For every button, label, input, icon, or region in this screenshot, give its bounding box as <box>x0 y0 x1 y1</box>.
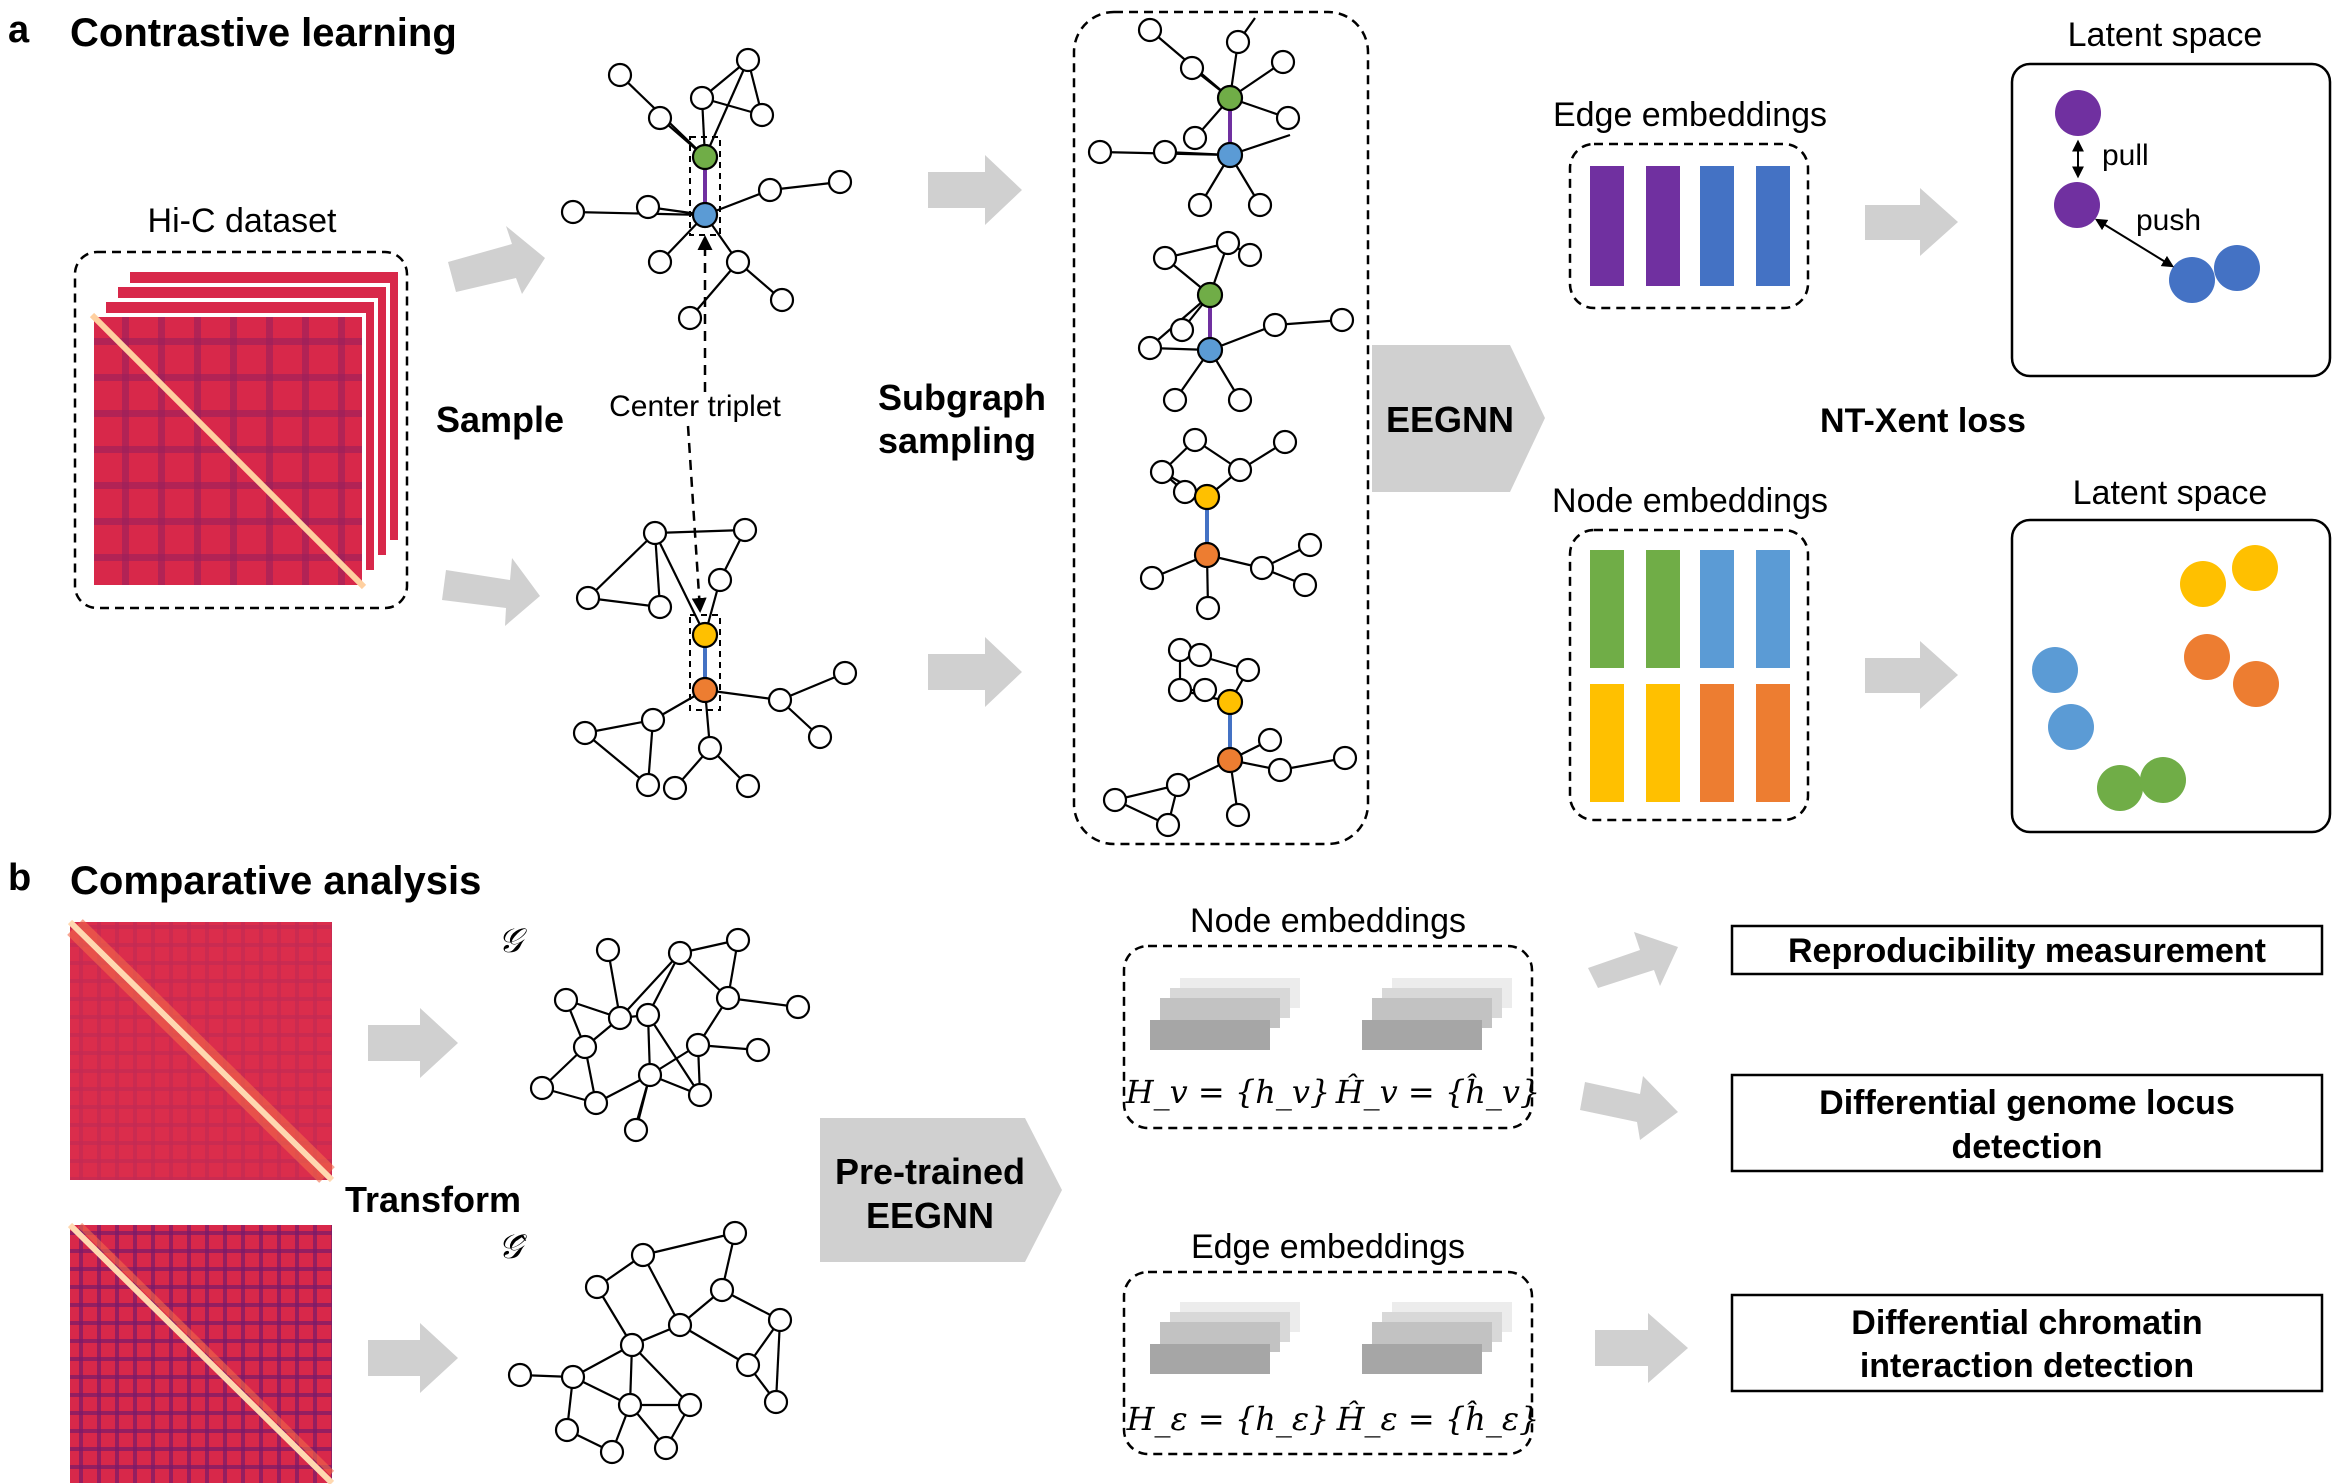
locus-label-line2: detection <box>1951 1128 2102 1166</box>
eegnn-label: EEGNN <box>1386 399 1514 440</box>
edge-emb-bars-a <box>1590 166 1790 286</box>
node-emb-box-b <box>1122 944 1534 1130</box>
transform-arrow-top <box>368 1008 458 1078</box>
hic-dataset-box <box>73 250 409 610</box>
interaction-label-line2: interaction detection <box>1860 1347 2194 1385</box>
edge-emb-stack-left <box>1150 1302 1300 1374</box>
edge-emb-label-b: Edge embeddings <box>1191 1228 1465 1266</box>
sample-arrow-top <box>448 226 545 294</box>
transform-arrow-bottom <box>368 1323 458 1393</box>
heatmap-bottom <box>67 1222 335 1484</box>
latent-top-label: Latent space <box>2068 16 2263 54</box>
graph-g <box>529 927 811 1143</box>
panel-a-letter: a <box>8 9 30 51</box>
pull-label: pull <box>2102 139 2149 172</box>
node-emb-bars-a <box>1590 550 1790 802</box>
graph-g-hat <box>507 1220 793 1465</box>
bottom-center-triplet-box <box>689 614 721 711</box>
subgraph-1 <box>1087 17 1301 218</box>
latent-arrow-bottom <box>1865 641 1958 709</box>
pretrained-eegnn-arrow <box>820 1118 1062 1262</box>
subgraph-arrow-bottom <box>928 637 1022 707</box>
latent-bottom-label: Latent space <box>2073 474 2268 512</box>
edge-emb-stack-right <box>1362 1302 1512 1374</box>
subgraph-label-line1: Subgraph <box>878 377 1046 418</box>
panel-b-title: Comparative analysis <box>70 859 481 903</box>
subgraph-container <box>1072 10 1370 846</box>
output-arrow-interaction <box>1595 1313 1688 1383</box>
transform-label: Transform <box>345 1179 521 1220</box>
hic-dataset-label: Hi-C dataset <box>148 202 338 240</box>
center-triplet-label: Center triplet <box>609 390 781 423</box>
edge-emb-label-a: Edge embeddings <box>1553 96 1827 134</box>
he-hat-formula: Ĥ_ε = {ĥ_ε} <box>1336 1400 1540 1438</box>
subgraph-3 <box>1139 427 1323 621</box>
reproducibility-box <box>1730 924 2324 976</box>
sample-arrow-bottom <box>442 558 540 626</box>
locus-label-line1: Differential genome locus <box>1819 1084 2235 1122</box>
top-sample-graph <box>560 47 853 331</box>
node-emb-box-a <box>1568 528 1810 822</box>
node-emb-label-b: Node embeddings <box>1190 902 1466 940</box>
hic-dataset-stack <box>89 268 402 590</box>
center-triplet-connector-bottom <box>686 425 707 613</box>
bottom-sample-graph <box>572 517 858 801</box>
pretrained-label-line1: Pre-trained <box>835 1151 1025 1192</box>
panel-a-title: Contrastive learning <box>70 11 457 55</box>
latent-bottom-points <box>2032 545 2279 811</box>
locus-box <box>1730 1073 2324 1173</box>
latent-arrow-top <box>1865 188 1958 256</box>
graph-hat-symbol: 𝒢̂ <box>498 1227 527 1267</box>
panel-b-letter: b <box>8 857 31 899</box>
output-arrow-locus <box>1580 1076 1678 1140</box>
node-emb-label-a: Node embeddings <box>1552 482 1828 520</box>
push-arrow <box>2094 218 2175 268</box>
subgraph-label-line2: sampling <box>878 420 1036 461</box>
interaction-box <box>1730 1293 2324 1393</box>
pretrained-label-line2: EEGNN <box>866 1195 994 1236</box>
node-emb-stack-right <box>1362 978 1512 1050</box>
edge-emb-box-b <box>1122 1270 1534 1456</box>
sample-label: Sample <box>436 399 564 440</box>
latent-top-box <box>2010 62 2332 378</box>
heatmap-top <box>67 919 335 1183</box>
node-emb-stack-left <box>1150 978 1300 1050</box>
subgraph-4 <box>1102 637 1358 838</box>
graph-symbol: 𝒢 <box>498 921 527 961</box>
eegnn-arrow <box>1372 345 1545 492</box>
edge-emb-box-a <box>1568 142 1810 310</box>
hv-formula: H_v = {h_v} <box>1125 1073 1331 1111</box>
output-arrow-reproducibility <box>1588 932 1678 988</box>
reproducibility-label: Reproducibility measurement <box>1788 932 2266 970</box>
latent-top-points <box>2054 90 2260 303</box>
he-formula: H_ε = {h_ε} <box>1126 1400 1330 1438</box>
hv-hat-formula: Ĥ_v = {ĥ_v} <box>1335 1073 1541 1111</box>
push-label: push <box>2136 204 2201 237</box>
subgraph-2 <box>1137 230 1355 413</box>
subgraph-arrow-top <box>928 155 1022 225</box>
interaction-label-line1: Differential chromatin <box>1851 1304 2202 1342</box>
latent-bottom-box <box>2010 518 2332 834</box>
nt-xent-label: NT-Xent loss <box>1820 402 2026 440</box>
